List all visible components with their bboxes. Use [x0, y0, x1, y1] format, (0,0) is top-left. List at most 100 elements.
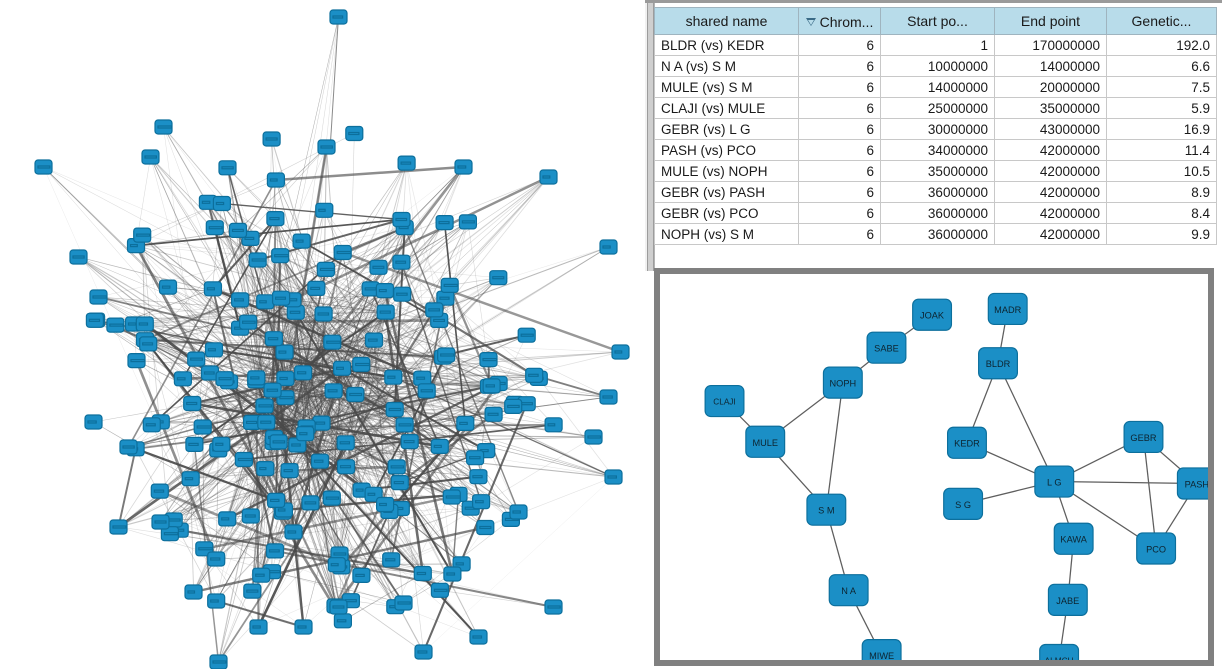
graph-edge[interactable]: [167, 286, 241, 329]
graph-edge[interactable]: [151, 424, 217, 560]
graph-node[interactable]: [384, 369, 403, 385]
graph-edge[interactable]: [273, 338, 362, 365]
graph-node[interactable]: [604, 469, 623, 485]
graph-edge[interactable]: [264, 255, 281, 302]
graph-edge[interactable]: [144, 339, 285, 511]
graph-edge[interactable]: [278, 441, 614, 478]
graph-edge[interactable]: [135, 218, 402, 247]
graph-node[interactable]: [269, 434, 288, 450]
graph-edge[interactable]: [283, 466, 347, 511]
graph-edge[interactable]: [135, 245, 241, 301]
graph-node[interactable]: [158, 279, 178, 295]
graph-edge[interactable]: [284, 397, 375, 495]
graph-node[interactable]: [294, 619, 313, 635]
sub-network-canvas[interactable]: JOAK MADR SABE BLDR NOPH GEBR CLAJI KEDR MULE L G…: [660, 274, 1208, 660]
graph-edge[interactable]: [264, 385, 490, 407]
graph-edge[interactable]: [394, 409, 424, 653]
graph-node[interactable]: [207, 551, 226, 567]
graph-edge[interactable]: [93, 389, 273, 423]
graph-node[interactable]: [392, 211, 411, 228]
graph-edge[interactable]: [150, 156, 286, 379]
graph-node-s-m[interactable]: S M: [806, 493, 847, 526]
graph-edge[interactable]: [151, 313, 324, 426]
graph-node[interactable]: [430, 438, 449, 454]
graph-node[interactable]: [248, 252, 267, 268]
graph-edge[interactable]: [135, 360, 218, 560]
graph-node[interactable]: [288, 437, 307, 453]
graph-edge[interactable]: [98, 296, 375, 341]
graph-node[interactable]: [316, 261, 335, 277]
column-header-genetic[interactable]: Genetic...: [1106, 7, 1217, 35]
graph-node[interactable]: [204, 342, 224, 358]
graph-node[interactable]: [454, 159, 473, 175]
graph-node[interactable]: [466, 450, 485, 466]
graph-node[interactable]: [394, 595, 413, 611]
graph-node[interactable]: [333, 613, 352, 629]
graph-edge[interactable]: [443, 222, 467, 424]
graph-edge[interactable]: [292, 299, 386, 313]
graph-edge[interactable]: [163, 126, 223, 204]
graph-node[interactable]: [352, 356, 371, 373]
graph-edge[interactable]: [169, 533, 304, 628]
graph-edge[interactable]: [256, 166, 464, 379]
table-cell-shared_name[interactable]: BLDR (vs) KEDR: [654, 34, 799, 56]
graph-node[interactable]: [443, 566, 462, 582]
table-row[interactable]: NOPH (vs) S M 6 36000000 42000000 9.9: [654, 223, 1217, 245]
graph-edge[interactable]: [302, 372, 441, 591]
table-cell-end_point[interactable]: 43000000: [994, 118, 1107, 140]
graph-edge[interactable]: [251, 405, 266, 592]
graph-edge[interactable]: [310, 386, 490, 504]
graph-node[interactable]: [154, 119, 173, 135]
graph-edge[interactable]: [423, 476, 614, 653]
graph-edge[interactable]: [212, 217, 277, 290]
graph-node[interactable]: [215, 371, 234, 387]
graph-edge[interactable]: [332, 341, 614, 478]
graph-node[interactable]: [397, 155, 416, 171]
graph-node[interactable]: [209, 654, 228, 669]
graph-edge[interactable]: [342, 364, 362, 621]
table-cell-start_point[interactable]: 10000000: [880, 55, 995, 77]
sub-network-graph-panel[interactable]: JOAK MADR SABE BLDR NOPH GEBR CLAJI KEDR MULE L G…: [654, 268, 1214, 666]
graph-node[interactable]: [509, 504, 528, 520]
graph-node[interactable]: [382, 552, 401, 568]
graph-edge[interactable]: [163, 126, 324, 315]
graph-edge[interactable]: [324, 210, 386, 291]
graph-edge[interactable]: [250, 313, 325, 517]
graph-edge[interactable]: [391, 436, 594, 561]
graph-node[interactable]: [266, 172, 285, 188]
graph-node[interactable]: [469, 469, 488, 485]
graph-node[interactable]: [218, 511, 237, 527]
graph-node[interactable]: [151, 514, 170, 530]
graph-edge[interactable]: [275, 372, 304, 501]
graph-edge[interactable]: [271, 571, 404, 604]
graph-node[interactable]: [85, 312, 105, 328]
graph-node-sabe[interactable]: SABE: [866, 331, 907, 364]
graph-edge[interactable]: [160, 421, 285, 511]
graph-edge[interactable]: [265, 301, 514, 407]
graph-edge[interactable]: [255, 301, 266, 381]
graph-node[interactable]: [489, 270, 508, 286]
graph-edge[interactable]: [294, 311, 454, 575]
graph-edge[interactable]: [135, 294, 403, 449]
graph-edge[interactable]: [341, 368, 363, 491]
graph-node[interactable]: [435, 215, 454, 231]
table-cell-shared_name[interactable]: GEBR (vs) PCO: [654, 202, 799, 224]
graph-edge[interactable]: [182, 246, 609, 380]
graph-edge[interactable]: [218, 442, 275, 663]
graph-edge[interactable]: [289, 376, 394, 471]
table-cell-end_point[interactable]: 42000000: [994, 223, 1107, 245]
graph-edge[interactable]: [204, 507, 471, 550]
graph-edge[interactable]: [159, 490, 276, 552]
graph-node[interactable]: [173, 371, 192, 387]
graph-edge[interactable]: [406, 163, 453, 575]
graph-edge[interactable]: [350, 600, 424, 653]
graph-node[interactable]: [249, 619, 268, 635]
graph-node[interactable]: [310, 453, 330, 469]
graph-edge[interactable]: [213, 348, 394, 379]
graph-edge[interactable]: [325, 269, 394, 378]
graph-node[interactable]: [413, 565, 432, 582]
table-row[interactable]: MULE (vs) S M 6 14000000 20000000 7.5: [654, 76, 1217, 98]
table-cell-start_point[interactable]: 14000000: [880, 76, 995, 98]
table-cell-start_point[interactable]: 36000000: [880, 202, 995, 224]
graph-edge[interactable]: [321, 351, 621, 424]
